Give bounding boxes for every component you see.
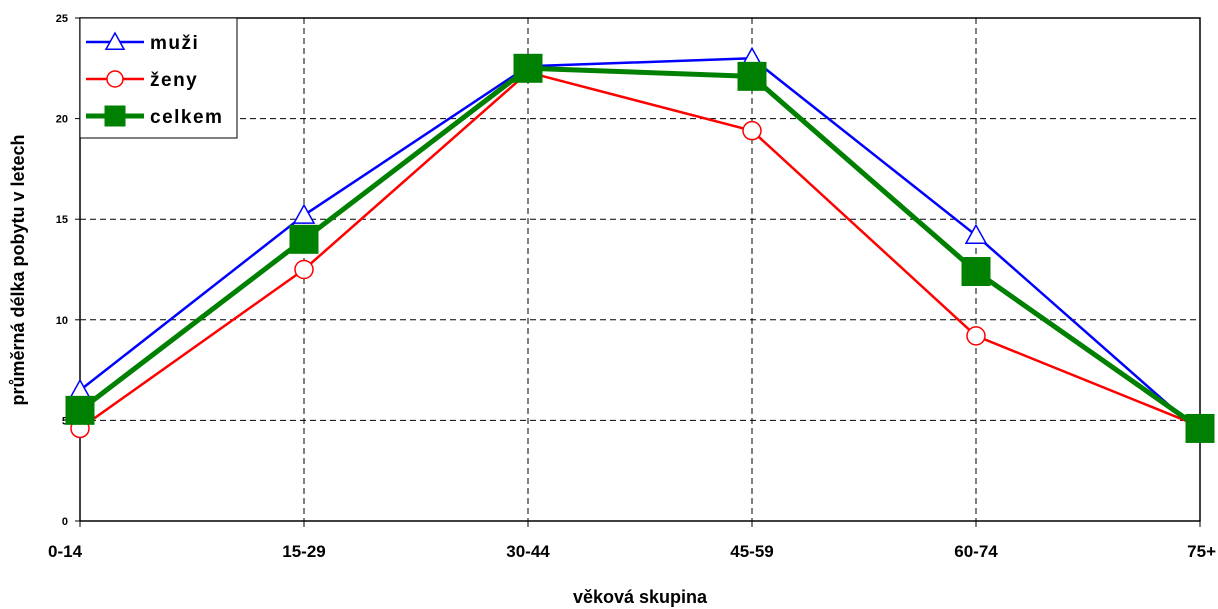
y-tick-label: 10	[56, 315, 68, 327]
data-point-circle	[966, 326, 986, 346]
data-point-triangle	[292, 203, 316, 224]
data-point-triangle	[964, 223, 988, 245]
grid-lines	[80, 18, 1200, 521]
series-line	[79, 71, 1201, 430]
plot-area	[79, 17, 1201, 522]
data-point-square	[289, 224, 319, 254]
legend: muži ženy celkem	[79, 17, 238, 139]
data-point-square	[65, 395, 95, 425]
data-point-circle	[106, 70, 124, 88]
series-lines	[65, 46, 1215, 443]
y-tick-label: 5	[62, 415, 68, 427]
x-tick-label: 0-14	[48, 542, 83, 561]
series-muži	[68, 46, 1212, 442]
data-point-circle	[742, 120, 762, 141]
legend-item-celkem: celkem	[86, 105, 223, 128]
y-tick-label: 20	[56, 114, 68, 126]
x-axis-ticks: 0-14 15-29 30-44 45-59 60-74 75+	[48, 521, 1216, 561]
x-tick-label: 30-44	[506, 542, 550, 561]
y-tick-label: 25	[56, 13, 68, 25]
series-ženy	[70, 62, 1210, 439]
legend-label: celkem	[150, 107, 223, 128]
legend-label: muži	[150, 33, 199, 54]
data-point-square	[1185, 413, 1215, 443]
legend-item-ženy: ženy	[86, 70, 198, 91]
x-tick-label: 60-74	[954, 542, 998, 561]
y-axis-title: průměrná délka pobytu v letech	[8, 134, 28, 405]
x-tick-label: 45-59	[730, 542, 773, 561]
series-line	[79, 56, 1201, 434]
data-point-square	[513, 53, 543, 83]
legend-label: ženy	[150, 70, 198, 91]
series-line	[78, 65, 1202, 431]
y-tick-label: 15	[56, 214, 68, 226]
data-point-triangle	[68, 378, 92, 399]
data-point-square	[104, 105, 126, 127]
data-point-square	[737, 61, 767, 91]
data-point-square	[961, 257, 991, 287]
legend-item-muži: muži	[86, 31, 199, 54]
data-point-circle	[294, 259, 314, 280]
series-celkem	[65, 53, 1215, 443]
x-tick-label: 15-29	[282, 542, 325, 561]
x-tick-label: 75+	[1187, 542, 1216, 561]
y-axis-ticks: 0 5 10 15 20 25	[56, 13, 80, 528]
x-axis-title: věková skupina	[573, 587, 708, 607]
y-tick-label: 0	[62, 516, 68, 528]
data-point-triangle	[104, 31, 126, 50]
